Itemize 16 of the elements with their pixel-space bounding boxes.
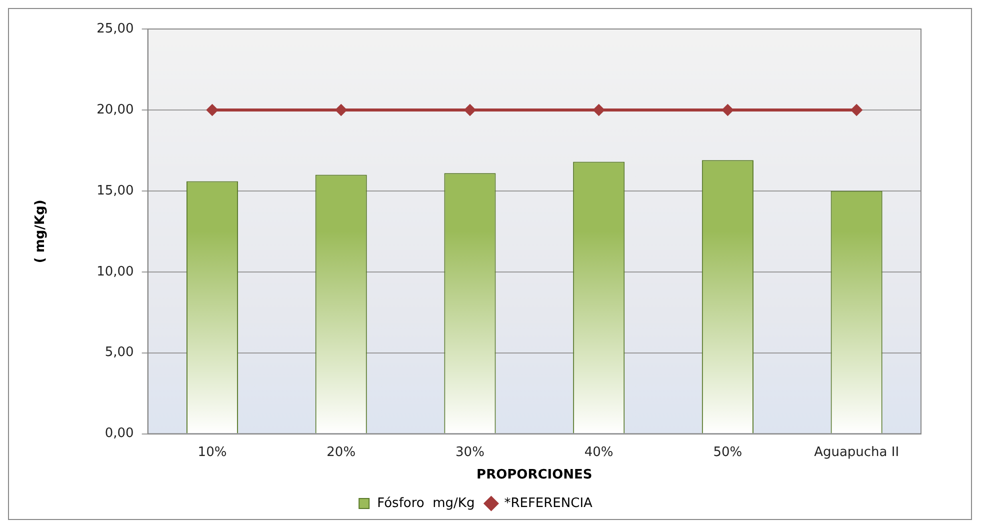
y-tick-label: 5,00 xyxy=(104,345,134,360)
x-tick-label: 40% xyxy=(584,444,614,460)
legend-label: Fósforo mg/Kg xyxy=(377,496,475,511)
x-tick-label: Aguapucha II xyxy=(814,444,900,460)
x-tick-label: 20% xyxy=(326,444,356,460)
y-tick-label: 15,00 xyxy=(96,183,134,198)
y-tick-label: 25,00 xyxy=(96,21,134,36)
x-tick-label: 30% xyxy=(456,444,484,460)
x-tick-label: 50% xyxy=(713,444,742,460)
y-tick-label: 20,00 xyxy=(96,102,134,118)
y-tick-label: 0,00 xyxy=(104,426,134,442)
y-tick-label: 10,00 xyxy=(96,264,134,280)
x-axis-title: PROPORCIONES xyxy=(476,468,592,483)
legend-label: *REFERENCIA xyxy=(504,496,593,511)
x-tick-label: 10% xyxy=(198,444,227,460)
y-axis-title: ( mg/Kg) xyxy=(33,200,48,264)
